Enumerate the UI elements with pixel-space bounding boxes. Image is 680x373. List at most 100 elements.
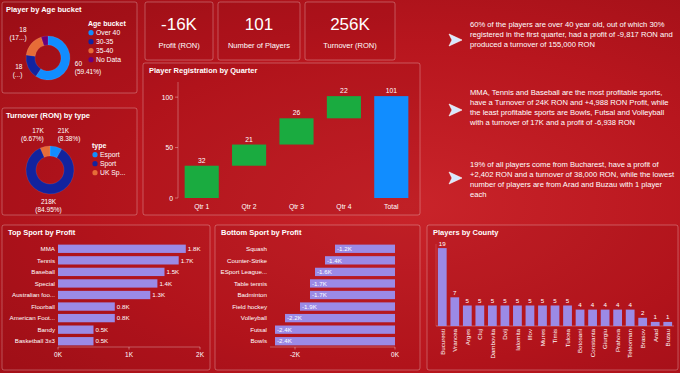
- legend-entry: Esport: [100, 151, 120, 159]
- bar: [325, 256, 395, 264]
- bar: [58, 302, 115, 310]
- panel: [2, 108, 137, 215]
- bar: [651, 322, 660, 326]
- category-label: Constanta: [589, 328, 596, 357]
- category-label: Bucuresti: [439, 329, 446, 355]
- data-label: -1.6K: [317, 268, 333, 275]
- category-label: MMA: [41, 245, 56, 252]
- x-tick: [58, 347, 59, 350]
- tick-label: 100: [162, 94, 174, 101]
- data-label: 21: [245, 136, 253, 143]
- data-label: 5: [516, 297, 520, 304]
- waterfall-bar: [185, 166, 219, 198]
- category-label: Basketball 3x3: [15, 337, 56, 344]
- tick-label: -2K: [290, 351, 301, 358]
- data-label: 0.8K: [117, 303, 131, 310]
- data-label: 4: [616, 301, 620, 308]
- data-label-line: (...): [13, 71, 23, 79]
- data-label-line: (6.67%): [21, 135, 44, 143]
- data-label: 2: [641, 309, 645, 316]
- bar: [275, 337, 395, 345]
- data-label: 1.8K: [188, 245, 202, 252]
- plot-area: [58, 245, 186, 346]
- data-label: 218K(84.95%): [35, 198, 61, 214]
- data-label: 1.3K: [152, 291, 166, 298]
- bar: [285, 314, 395, 322]
- tick-label: 0: [169, 195, 173, 202]
- panel: [2, 225, 210, 370]
- category-label: Giurgiu: [601, 328, 608, 349]
- data-label-line: (8.38%): [58, 135, 81, 143]
- data-label: 0.5K: [96, 337, 110, 344]
- insight-arrow: [449, 104, 462, 116]
- kpi-value: -16K: [161, 15, 198, 34]
- data-label: -1.2K: [337, 245, 353, 252]
- kpi-card: [218, 2, 300, 60]
- category-label: Floorball: [31, 303, 55, 310]
- waterfall-bar: [374, 96, 408, 198]
- category-label: Qtr 3: [289, 203, 304, 211]
- data-label: 5: [491, 297, 495, 304]
- bar: [58, 279, 157, 287]
- bar: [626, 310, 635, 326]
- bar: [526, 306, 535, 327]
- bar: [310, 279, 395, 287]
- x-tick: [295, 347, 296, 350]
- chart-title: Players by County: [433, 228, 499, 237]
- data-label: 32: [198, 157, 206, 164]
- donut-slice: [26, 37, 44, 56]
- category-label: Total: [384, 203, 399, 210]
- category-label: Prahova: [614, 328, 621, 352]
- data-label: 0.5K: [96, 326, 110, 333]
- chart-title: Turnover (RON) by type: [6, 111, 90, 120]
- category-label: Dolj: [501, 329, 508, 340]
- bar: [275, 326, 395, 334]
- category-label: Volleyball: [241, 314, 267, 321]
- category-label: Cluj: [476, 329, 483, 340]
- category-label: Bandy: [37, 326, 55, 333]
- category-label: Bowls: [250, 337, 267, 344]
- category-label: Australian foo...: [12, 291, 55, 298]
- data-label: 1: [666, 313, 670, 320]
- data-label: 4: [628, 301, 632, 308]
- legend-entry: Sport: [100, 160, 116, 168]
- chart-title: Top Sport by Profit: [8, 228, 76, 237]
- data-label: 18(17...): [10, 26, 27, 42]
- insight-arrow: [449, 34, 462, 46]
- category-label: Ilfov: [526, 328, 533, 340]
- category-label: Botosani: [576, 329, 583, 353]
- bar: [663, 322, 672, 326]
- bar: [513, 306, 522, 327]
- bar: [438, 248, 447, 326]
- waterfall-bar: [327, 96, 361, 118]
- data-label: 18(...): [13, 63, 23, 79]
- y-tick: [175, 198, 178, 199]
- tick-label: 50: [165, 144, 173, 151]
- data-label: -2.4K: [277, 337, 293, 344]
- data-label: -2.4K: [277, 326, 293, 333]
- panel: [2, 2, 137, 93]
- bar: [551, 306, 560, 327]
- data-label-line: 18: [19, 26, 27, 33]
- bar: [538, 306, 547, 327]
- bar: [450, 297, 459, 326]
- y-axis: [436, 244, 437, 326]
- category-label: Special: [35, 280, 55, 287]
- data-label: 1.5K: [167, 268, 181, 275]
- data-label-line: (17...): [10, 34, 27, 42]
- bar: [601, 310, 610, 326]
- bar: [613, 310, 622, 326]
- data-label: 0.8K: [117, 314, 131, 321]
- category-label: Timis: [551, 329, 558, 344]
- data-label: 5: [503, 297, 507, 304]
- data-label-line: (84.95%): [35, 206, 61, 214]
- tick-label: 0K: [54, 351, 63, 358]
- chart-title: Player Registration by Quarter: [149, 66, 257, 75]
- category-label: Buzau: [664, 328, 671, 346]
- data-label-line: 218K: [41, 198, 57, 205]
- category-label: Brasov: [639, 328, 646, 348]
- kpi-card: [145, 2, 213, 60]
- bar: [310, 291, 395, 299]
- data-label: -1.9K: [302, 303, 318, 310]
- insight-text: 60% of the players are over 40 year old,…: [470, 20, 676, 50]
